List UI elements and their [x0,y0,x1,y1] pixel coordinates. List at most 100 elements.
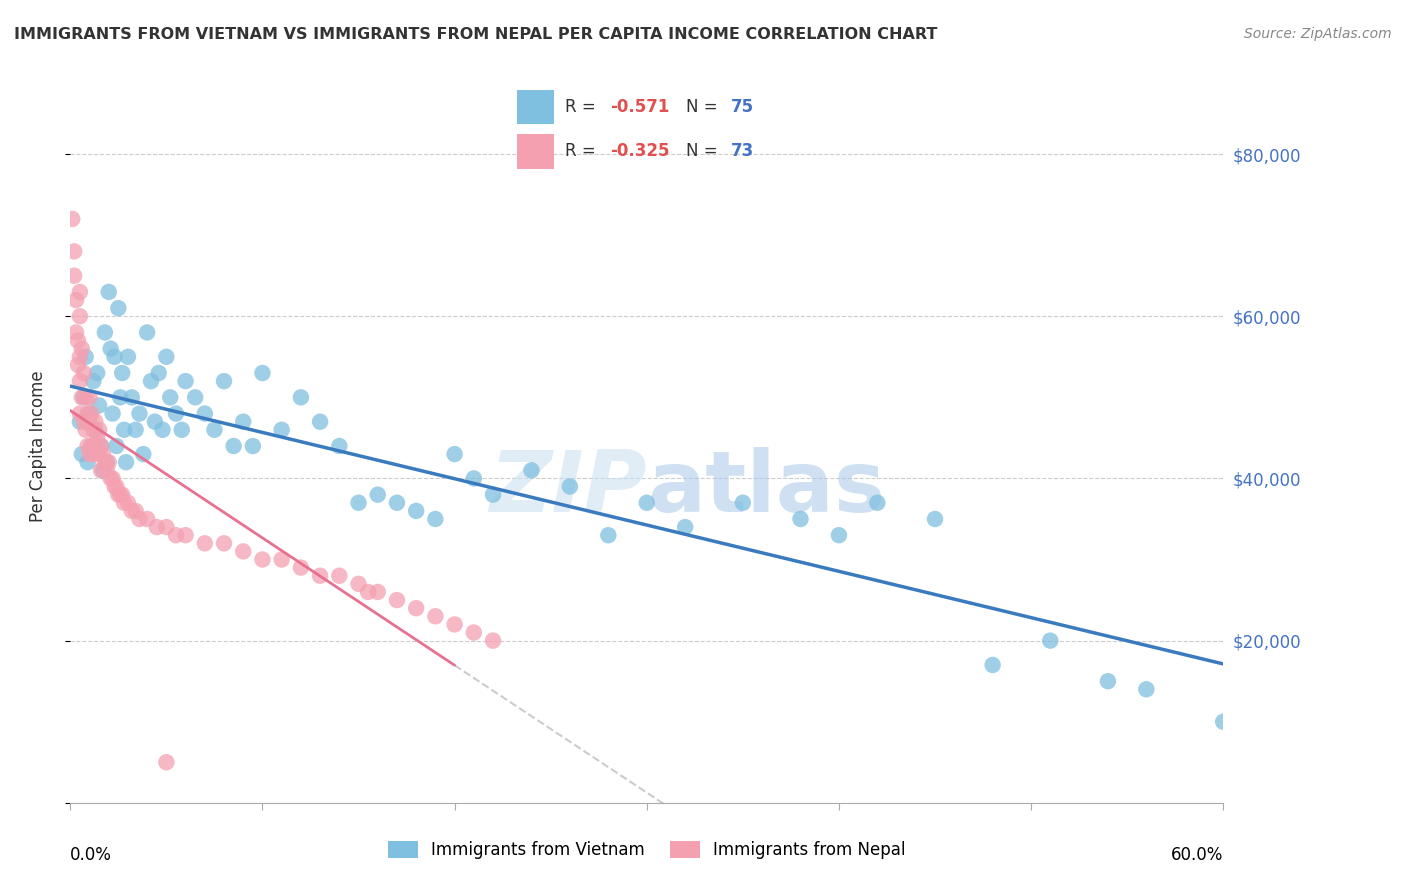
Text: R =: R = [565,98,602,116]
Point [103,350,125,364]
Point [270,552,292,566]
Point [112,496,135,510]
Point [96,455,118,469]
Point [121,504,143,518]
Point [84,423,107,437]
Point [87,423,111,437]
Point [347,577,370,591]
Point [309,568,332,582]
Point [105,439,128,453]
Point [174,528,197,542]
Point [105,479,128,493]
Point [1135,682,1157,697]
Point [94,455,117,469]
Point [90,439,112,453]
Point [69,285,91,299]
Point [69,415,91,429]
Point [165,407,187,421]
Point [80,439,103,453]
Point [79,415,101,429]
Point [222,439,245,453]
Point [367,488,389,502]
Text: IMMIGRANTS FROM VIETNAM VS IMMIGRANTS FROM NEPAL PER CAPITA INCOME CORRELATION C: IMMIGRANTS FROM VIETNAM VS IMMIGRANTS FR… [14,27,938,42]
Point [121,390,143,404]
Point [673,520,696,534]
Text: Source: ZipAtlas.com: Source: ZipAtlas.com [1244,27,1392,41]
Point [252,366,274,380]
Point [76,439,98,453]
Point [866,496,889,510]
Point [136,512,159,526]
Point [76,455,98,469]
Point [63,268,86,283]
Point [73,390,96,404]
Point [405,504,427,518]
Point [96,463,118,477]
Point [347,496,370,510]
Point [73,366,96,380]
Point [170,423,193,437]
Point [69,310,91,324]
Point [100,342,122,356]
Point [981,657,1004,672]
Point [79,407,101,421]
Point [290,390,312,404]
Point [328,568,350,582]
Point [155,756,177,770]
Point [443,617,465,632]
Point [86,366,108,380]
Text: 75: 75 [731,98,754,116]
Point [290,560,312,574]
Point [97,285,120,299]
Bar [517,90,554,124]
Point [155,350,177,364]
Point [69,407,91,421]
Point [69,374,91,388]
Point [110,488,132,502]
Point [385,593,408,607]
Point [232,544,254,558]
Point [91,463,114,477]
Point [128,407,150,421]
Legend: Immigrants from Vietnam, Immigrants from Nepal: Immigrants from Vietnam, Immigrants from… [381,834,912,866]
Point [309,415,332,429]
Point [75,390,97,404]
Text: 0.0%: 0.0% [70,846,112,863]
Point [101,407,124,421]
Point [270,423,292,437]
Point [79,447,101,461]
Point [328,439,350,453]
Point [117,350,139,364]
Point [90,439,112,453]
Point [139,374,162,388]
Point [86,431,108,445]
Point [87,447,111,461]
Point [80,407,103,421]
Point [159,390,181,404]
Point [252,552,274,566]
Point [146,520,169,534]
Point [194,536,217,550]
Point [924,512,946,526]
Point [73,415,96,429]
Point [82,423,104,437]
Point [636,496,658,510]
Point [443,447,465,461]
Point [143,415,166,429]
Point [91,447,114,461]
Point [87,399,111,413]
Point [79,390,101,404]
Point [76,407,98,421]
Point [75,350,97,364]
Point [124,423,146,437]
Bar [517,134,554,169]
Point [136,326,159,340]
Text: atlas: atlas [647,447,884,531]
Point [405,601,427,615]
Point [110,390,132,404]
Y-axis label: Per Capita Income: Per Capita Income [28,370,46,522]
Text: -0.571: -0.571 [610,98,669,116]
Point [117,496,139,510]
Point [65,326,87,340]
Point [731,496,754,510]
